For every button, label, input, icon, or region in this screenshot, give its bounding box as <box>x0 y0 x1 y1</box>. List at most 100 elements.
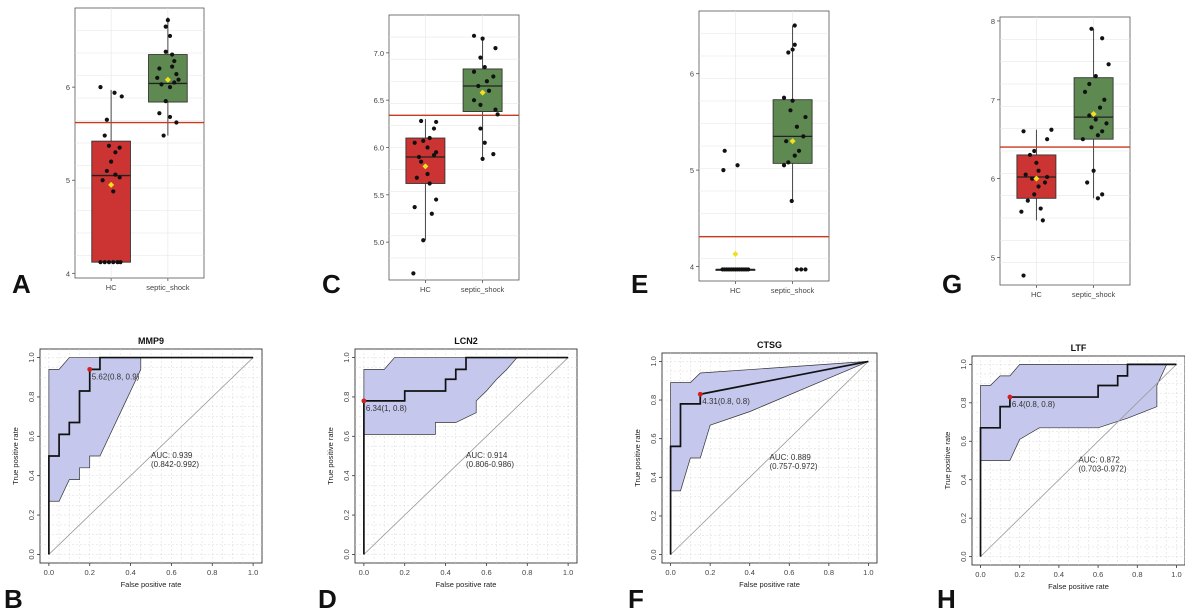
data-point <box>109 159 114 164</box>
data-point <box>790 98 795 103</box>
data-point <box>1091 168 1096 173</box>
data-point <box>781 95 787 100</box>
data-point <box>176 77 181 82</box>
x-tick-label: 1.0 <box>1171 570 1181 579</box>
panel-letter: G <box>942 269 962 299</box>
y-tick-label: 1.0 <box>649 356 658 366</box>
y-tick-label: 0.4 <box>649 472 658 482</box>
y-tick-label: 0.8 <box>649 395 658 405</box>
mean-marker <box>789 138 796 145</box>
data-point <box>491 152 496 157</box>
auc-ci: (0.703-0.972) <box>1079 464 1127 473</box>
data-point <box>478 126 483 131</box>
data-point <box>434 197 439 202</box>
boxplot-panel-C: 5.0 5.5 6.0 6.5 7.0 HC septic_shock C <box>322 14 520 299</box>
panel-letter: F <box>628 584 644 611</box>
box-HC <box>91 140 131 263</box>
mean-marker <box>732 251 739 257</box>
data-point <box>174 120 179 125</box>
y-axis-label: True positive rate <box>326 427 335 485</box>
x-tick-label: HC <box>106 283 117 292</box>
chart-title: CTSG <box>757 340 782 350</box>
data-point <box>1040 218 1045 223</box>
data-point <box>1032 148 1037 154</box>
x-tick-label: 0.2 <box>400 568 410 577</box>
y-axis-label: True positive rate <box>943 432 952 490</box>
data-point <box>117 175 122 180</box>
box-HC <box>405 137 446 184</box>
x-tick-label: 0.6 <box>166 568 176 577</box>
data-point <box>1049 127 1054 132</box>
data-point <box>1030 176 1035 181</box>
data-point <box>115 260 120 265</box>
y-tick-label: 1.0 <box>342 352 351 362</box>
data-point <box>106 143 112 148</box>
data-point <box>788 108 793 113</box>
data-point <box>1085 180 1090 185</box>
mean-marker <box>1033 175 1040 182</box>
data-point <box>111 260 116 265</box>
data-point <box>1036 184 1041 189</box>
data-point <box>721 168 726 173</box>
auc-label: AUC: 0.914 <box>466 451 508 460</box>
data-point <box>414 175 419 180</box>
data-point <box>1089 125 1094 130</box>
data-point <box>491 74 496 79</box>
x-tick-label: HC <box>730 286 741 295</box>
y-tick-label: 4 <box>66 269 70 278</box>
data-point <box>431 126 437 131</box>
data-point <box>786 50 791 55</box>
x-tick-label: 0.0 <box>44 568 54 577</box>
data-point <box>1093 74 1098 79</box>
data-point <box>1036 168 1041 173</box>
data-point <box>102 133 107 138</box>
x-tick-label: 0.4 <box>1054 570 1064 579</box>
threshold-label: 6.34(1, 0.8) <box>366 404 407 413</box>
data-point <box>163 24 168 29</box>
data-point <box>421 138 426 143</box>
data-point <box>159 82 164 87</box>
x-tick-label: 1.0 <box>863 568 873 577</box>
panel-letter: C <box>322 269 341 299</box>
panel-letter: H <box>937 584 956 611</box>
threshold-label: 4.31(0.8, 0.8) <box>702 397 750 406</box>
x-tick-label: 0.0 <box>665 568 675 577</box>
confidence-band <box>670 361 869 492</box>
data-point <box>1102 97 1107 102</box>
data-point <box>172 58 177 64</box>
data-point <box>471 98 477 103</box>
y-tick-label: 6.0 <box>374 144 384 153</box>
data-point <box>174 72 179 77</box>
y-tick-label: 0.8 <box>27 392 36 402</box>
data-point <box>1100 129 1105 134</box>
data-point <box>434 119 439 125</box>
y-tick-label: 0.6 <box>342 431 351 441</box>
y-tick-label: 7 <box>991 96 995 105</box>
data-point <box>790 47 795 52</box>
data-point <box>1100 36 1105 41</box>
data-point <box>799 267 804 272</box>
data-point <box>1045 174 1050 180</box>
x-tick-label: 0.8 <box>207 568 217 577</box>
threshold-label: 5.62(0.8, 0.9) <box>92 372 140 381</box>
data-point <box>161 133 166 138</box>
data-point <box>781 163 787 168</box>
roc-panel-D: 6.34(1, 0.8) AUC: 0.914(0.806-0.986) 0.0 0.… <box>318 336 578 611</box>
data-point <box>419 159 424 164</box>
data-point <box>801 134 806 139</box>
x-tick-label: 0.0 <box>975 570 985 579</box>
data-point <box>167 33 173 39</box>
data-point <box>167 85 173 90</box>
data-point <box>100 178 105 183</box>
data-point <box>1097 105 1103 110</box>
x-tick-label: 0.8 <box>522 568 532 577</box>
y-tick-label: 0.2 <box>959 513 968 523</box>
data-point <box>486 88 492 93</box>
data-point <box>1089 26 1094 31</box>
data-point <box>425 145 430 150</box>
chart-title: MMP9 <box>138 336 164 346</box>
data-point <box>722 148 727 153</box>
y-tick-label: 7.0 <box>374 49 384 58</box>
data-point <box>113 172 118 177</box>
roc-curve <box>363 356 569 555</box>
